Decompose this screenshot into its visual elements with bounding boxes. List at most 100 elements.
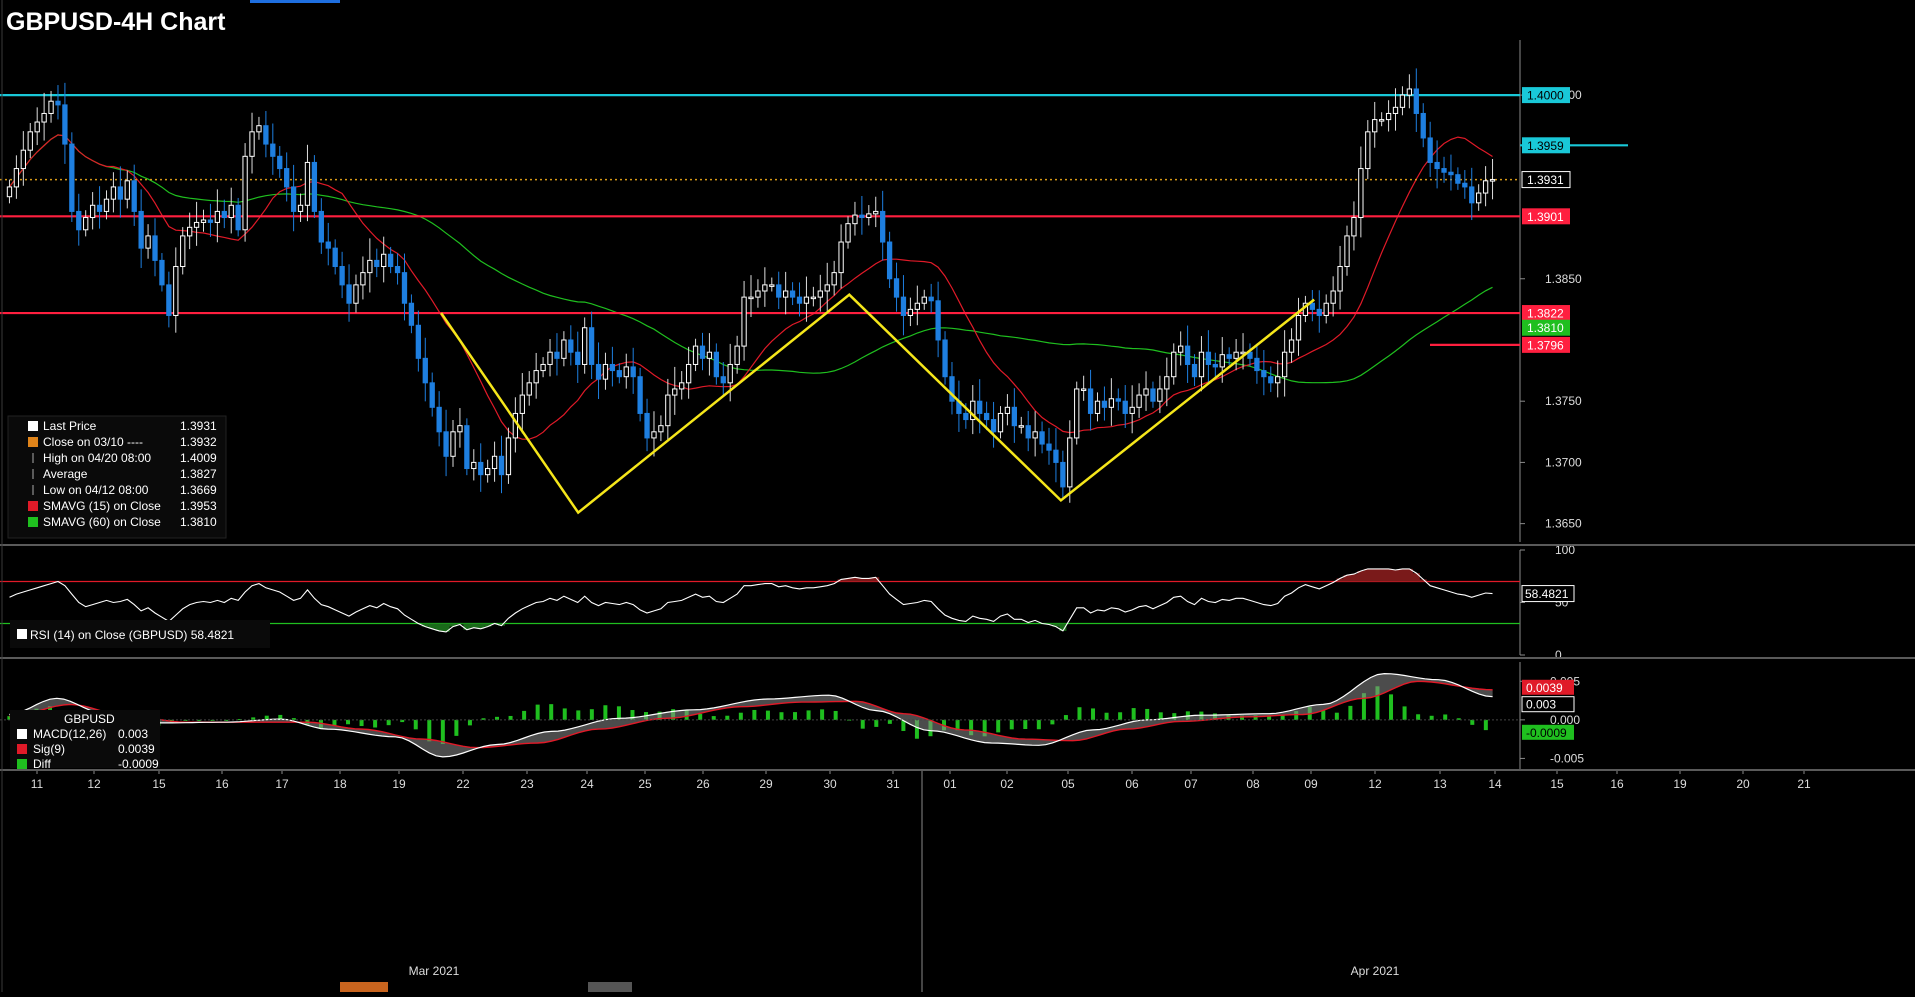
candle[interactable] bbox=[1150, 381, 1156, 408]
candle[interactable] bbox=[568, 325, 574, 366]
candle[interactable] bbox=[1094, 392, 1101, 422]
candle[interactable] bbox=[1482, 166, 1489, 207]
candle[interactable] bbox=[935, 281, 941, 358]
candle[interactable] bbox=[76, 193, 82, 246]
candle[interactable] bbox=[1046, 427, 1052, 465]
candle[interactable] bbox=[1316, 290, 1322, 333]
candle[interactable] bbox=[450, 420, 456, 467]
candle[interactable] bbox=[602, 352, 609, 390]
candle[interactable] bbox=[575, 331, 581, 383]
candle[interactable] bbox=[478, 443, 484, 492]
candle[interactable] bbox=[942, 331, 948, 385]
candle[interactable] bbox=[242, 143, 248, 242]
candle[interactable] bbox=[1420, 103, 1426, 148]
candle[interactable] bbox=[1081, 375, 1087, 401]
candle[interactable] bbox=[103, 190, 110, 220]
candle[interactable] bbox=[1399, 86, 1406, 116]
candle[interactable] bbox=[1178, 331, 1184, 366]
candle[interactable] bbox=[360, 256, 366, 300]
candle[interactable] bbox=[1476, 184, 1482, 211]
candle[interactable] bbox=[1060, 450, 1066, 498]
candle[interactable] bbox=[665, 378, 671, 441]
candle[interactable] bbox=[983, 401, 990, 431]
candle[interactable] bbox=[436, 391, 442, 447]
candle[interactable] bbox=[755, 279, 761, 308]
candle[interactable] bbox=[1025, 410, 1031, 452]
candle[interactable] bbox=[789, 282, 796, 306]
macd-panel[interactable]: 0.0050.000-0.0050.00390.003-0.0009GBPUSD… bbox=[0, 662, 1584, 771]
candle[interactable] bbox=[1164, 357, 1170, 407]
candle[interactable] bbox=[62, 82, 68, 164]
candle[interactable] bbox=[699, 332, 706, 371]
candle[interactable] bbox=[270, 123, 276, 175]
candle[interactable] bbox=[374, 248, 380, 278]
candle[interactable] bbox=[914, 285, 920, 326]
candle[interactable] bbox=[519, 373, 525, 434]
candle[interactable] bbox=[1261, 350, 1267, 396]
candle[interactable] bbox=[748, 275, 754, 317]
candle[interactable] bbox=[616, 363, 622, 384]
candle[interactable] bbox=[187, 212, 193, 250]
candle[interactable] bbox=[505, 427, 512, 484]
candle[interactable] bbox=[1129, 385, 1135, 434]
candle[interactable] bbox=[845, 216, 851, 249]
candle[interactable] bbox=[325, 222, 331, 266]
candle[interactable] bbox=[297, 193, 304, 222]
candle[interactable] bbox=[20, 131, 26, 186]
candle[interactable] bbox=[1143, 371, 1149, 411]
candle[interactable] bbox=[1365, 120, 1371, 180]
candle[interactable] bbox=[1330, 276, 1336, 317]
candle[interactable] bbox=[630, 347, 636, 394]
candle[interactable] bbox=[526, 371, 532, 406]
candle[interactable] bbox=[928, 283, 934, 313]
candle[interactable] bbox=[852, 201, 858, 236]
candle[interactable] bbox=[1053, 428, 1059, 483]
candle[interactable] bbox=[235, 197, 241, 237]
candle[interactable] bbox=[6, 179, 13, 204]
candle[interactable] bbox=[1254, 343, 1260, 384]
candle[interactable] bbox=[83, 210, 89, 237]
candle[interactable] bbox=[415, 310, 421, 372]
candle[interactable] bbox=[796, 282, 803, 317]
candle[interactable] bbox=[117, 166, 123, 218]
candle[interactable] bbox=[734, 335, 740, 374]
candle[interactable] bbox=[277, 146, 283, 178]
candle[interactable] bbox=[353, 274, 359, 313]
candle[interactable] bbox=[1101, 386, 1108, 421]
candle[interactable] bbox=[256, 116, 262, 140]
candle[interactable] bbox=[55, 85, 61, 120]
candle[interactable] bbox=[1171, 343, 1177, 385]
candle[interactable] bbox=[1448, 154, 1454, 191]
candle[interactable] bbox=[658, 415, 664, 442]
candle[interactable] bbox=[166, 271, 172, 328]
candle[interactable] bbox=[838, 224, 844, 289]
candle[interactable] bbox=[34, 107, 40, 146]
candle[interactable] bbox=[1323, 294, 1329, 324]
candle[interactable] bbox=[990, 401, 997, 448]
candle[interactable] bbox=[859, 195, 865, 235]
candle[interactable] bbox=[831, 260, 837, 296]
candle[interactable] bbox=[595, 342, 602, 399]
candle[interactable] bbox=[561, 331, 567, 367]
scroll-thumb[interactable] bbox=[588, 982, 632, 992]
candle[interactable] bbox=[290, 164, 297, 232]
candle[interactable] bbox=[214, 189, 221, 243]
candle[interactable] bbox=[1441, 156, 1447, 183]
candle[interactable] bbox=[131, 164, 137, 226]
candle[interactable] bbox=[886, 231, 893, 289]
candle[interactable] bbox=[311, 155, 318, 219]
candle[interactable] bbox=[1288, 328, 1295, 363]
candle[interactable] bbox=[623, 353, 629, 389]
candle[interactable] bbox=[1358, 146, 1364, 238]
candle[interactable] bbox=[1205, 330, 1212, 385]
candle[interactable] bbox=[284, 152, 290, 202]
candle[interactable] bbox=[609, 346, 616, 387]
candle[interactable] bbox=[1427, 121, 1433, 177]
candle[interactable] bbox=[1455, 167, 1461, 190]
candle[interactable] bbox=[346, 264, 352, 322]
candle[interactable] bbox=[41, 92, 47, 141]
candle[interactable] bbox=[1115, 388, 1121, 411]
candle[interactable] bbox=[672, 366, 678, 415]
candle[interactable] bbox=[1406, 74, 1413, 109]
